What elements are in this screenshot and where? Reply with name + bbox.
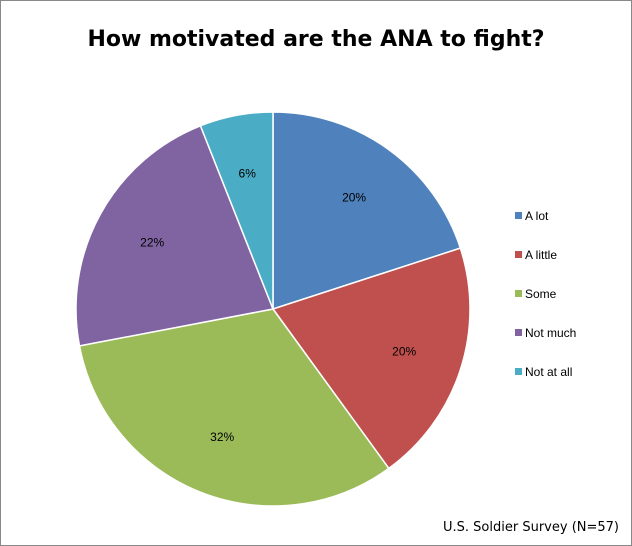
slice-label-a-little: 20% bbox=[392, 345, 416, 359]
slice-label-not-at-all: 6% bbox=[239, 167, 257, 181]
pie-slice-not-at-all bbox=[199, 111, 274, 310]
legend: A lot A little Some Not much Not at all bbox=[515, 209, 576, 379]
pie-slice-a-lot bbox=[272, 111, 462, 311]
legend-label-a-lot: A lot bbox=[525, 209, 549, 223]
legend-swatch-not-at-all bbox=[515, 368, 522, 375]
pie-slices bbox=[75, 111, 471, 507]
legend-swatch-not-much bbox=[515, 329, 522, 336]
legend-label-not-much: Not much bbox=[525, 326, 576, 340]
legend-swatch-a-lot bbox=[515, 212, 522, 219]
survey-source: U.S. Soldier Survey (N=57) bbox=[443, 520, 619, 535]
pie-slice-a-little bbox=[271, 247, 471, 470]
slice-labels: 20% 20% 32% 22% 6% bbox=[140, 167, 416, 445]
slice-label-some: 32% bbox=[210, 430, 234, 444]
legend-label-not-at-all: Not at all bbox=[525, 365, 572, 379]
pie-slice-some bbox=[78, 308, 390, 507]
chart-title: How motivated are the ANA to fight? bbox=[87, 27, 545, 52]
legend-label-some: Some bbox=[525, 287, 557, 301]
pie-slice-not-much bbox=[75, 124, 275, 347]
legend-swatch-a-little bbox=[515, 251, 522, 258]
legend-swatch-some bbox=[515, 290, 522, 297]
slice-label-a-lot: 20% bbox=[342, 190, 366, 204]
slice-label-not-much: 22% bbox=[140, 236, 164, 250]
legend-label-a-little: A little bbox=[525, 248, 557, 262]
